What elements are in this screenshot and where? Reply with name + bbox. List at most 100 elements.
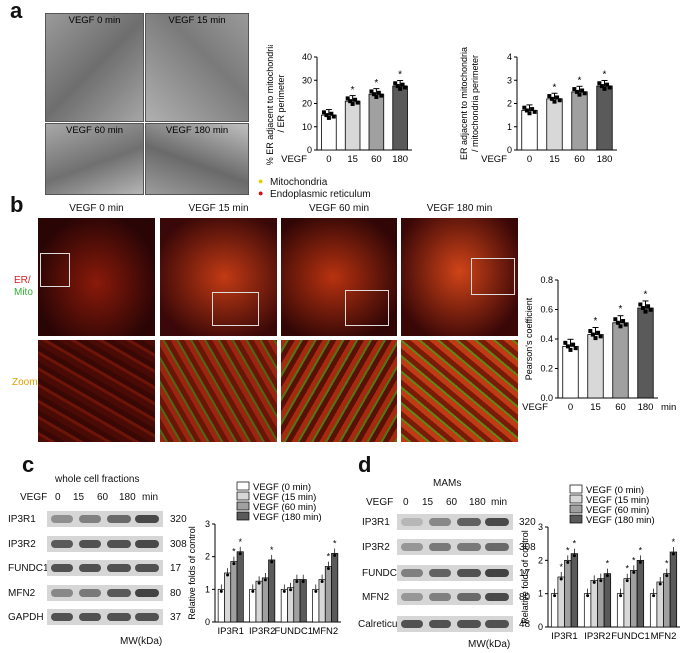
legend-swatch: [236, 481, 250, 491]
blot-row-label: IP3R2: [8, 539, 36, 550]
vegf-label-d: VEGF: [366, 497, 394, 508]
data-point: [588, 329, 593, 334]
zoom-box: [212, 292, 259, 326]
em-image-15min: VEGF 15 min: [145, 13, 249, 122]
bar: [280, 588, 288, 623]
legend-swatch: [569, 504, 583, 514]
bar: [596, 85, 613, 151]
x-tick-label: 0: [568, 402, 573, 413]
data-point: [605, 574, 609, 578]
x-axis-prefix: VEGF: [481, 154, 507, 165]
data-point: [563, 340, 568, 345]
y-tick-label: 0: [307, 145, 312, 155]
data-point: [643, 309, 648, 314]
blot-row: [397, 616, 513, 632]
data-point: [238, 552, 242, 556]
em-image-180min: VEGF 180 min: [145, 123, 249, 195]
significance-marker: *: [619, 304, 623, 315]
data-point: [559, 577, 563, 581]
data-point: [580, 88, 585, 93]
bar: [564, 559, 572, 628]
data-point: [592, 580, 596, 584]
min-label-d: min: [491, 497, 508, 508]
y-tick-label: 30: [302, 75, 312, 85]
data-point: [395, 84, 400, 89]
data-point: [586, 594, 590, 598]
blot-row-label: FUNDC1: [8, 563, 49, 574]
er-channel-label: ER/: [14, 275, 31, 286]
y-axis-title: ER adjacent to mitochondria: [459, 47, 469, 160]
x-tick-label: 15: [549, 154, 560, 165]
significance-marker: *: [559, 562, 563, 572]
blot-row-label: MFN2: [8, 588, 36, 599]
y-tick-label: 4: [507, 52, 512, 62]
bar: [546, 98, 563, 151]
data-point: [547, 94, 552, 99]
bar: [590, 579, 598, 628]
mw-value: 80: [170, 588, 182, 599]
y-tick-label: 3: [205, 519, 210, 529]
data-point: [270, 560, 274, 564]
bar: [623, 578, 631, 628]
significance-marker: *: [553, 82, 557, 93]
data-point: [295, 580, 299, 584]
data-point: [219, 589, 223, 593]
fluor-image-180min: VEGF 180 min: [401, 203, 518, 336]
bar: [616, 593, 625, 628]
y-tick-label: 10: [302, 122, 312, 132]
blot-row-label: FUNDC1: [362, 568, 403, 579]
data-point: [623, 322, 628, 327]
x-tick-label: 0: [527, 154, 532, 165]
mw-unit-c: MW(kDa): [120, 636, 163, 647]
data-point: [646, 304, 651, 309]
data-point: [374, 94, 379, 99]
mw-value: 37: [170, 612, 182, 623]
blot-row-label: IP3R2: [362, 542, 390, 553]
zoom-box: [345, 290, 389, 326]
x-tick-label: 60: [371, 154, 382, 165]
legend-swatch: [569, 484, 583, 494]
significance-marker: *: [232, 547, 236, 557]
time-0-d: 0: [403, 497, 409, 508]
mw-value: 17: [170, 563, 182, 574]
y-axis-title: Relative folds of control: [520, 530, 530, 624]
bar: [299, 579, 307, 623]
data-point: [333, 553, 337, 557]
bar: [557, 576, 565, 628]
legend-mito-label: Mitochondria: [270, 177, 328, 188]
y-tick-label: 3: [507, 75, 512, 85]
data-point: [226, 573, 230, 577]
legend-swatch: [569, 494, 583, 504]
data-point: [671, 552, 675, 556]
y-tick-label: 2: [205, 552, 210, 562]
bar: [287, 587, 295, 623]
data-point: [632, 570, 636, 574]
x-tick-label: 15: [590, 402, 601, 413]
significance-marker: *: [351, 85, 355, 96]
data-point: [553, 594, 557, 598]
significance-marker: *: [374, 78, 378, 89]
x-tick-label: 15: [347, 154, 358, 165]
fluor-image-0min: VEGF 0 min: [38, 203, 155, 336]
em-caption: VEGF 0 min: [68, 15, 121, 26]
bar: [656, 581, 664, 628]
bar: [550, 593, 559, 628]
x-axis-prefix: VEGF: [522, 402, 548, 413]
blot-row: [47, 560, 163, 576]
y-tick-label: 1: [205, 584, 210, 594]
mito-channel-label: Mito: [14, 287, 33, 298]
x-tick-label: 0: [326, 154, 331, 165]
significance-marker: *: [594, 316, 598, 327]
y-tick-label: 1: [538, 589, 543, 599]
vegf-label-c: VEGF: [20, 492, 48, 503]
bar: [630, 569, 638, 628]
blot-row: [47, 511, 163, 527]
mw-value: 17: [519, 568, 531, 579]
bar: [521, 110, 538, 151]
bar: [562, 345, 579, 399]
x-tick-label: MFN2: [312, 626, 338, 637]
x-tick-label: 180: [392, 154, 408, 165]
legend-label: VEGF (15 min): [253, 492, 316, 503]
data-point: [393, 81, 398, 86]
data-point: [345, 96, 350, 101]
